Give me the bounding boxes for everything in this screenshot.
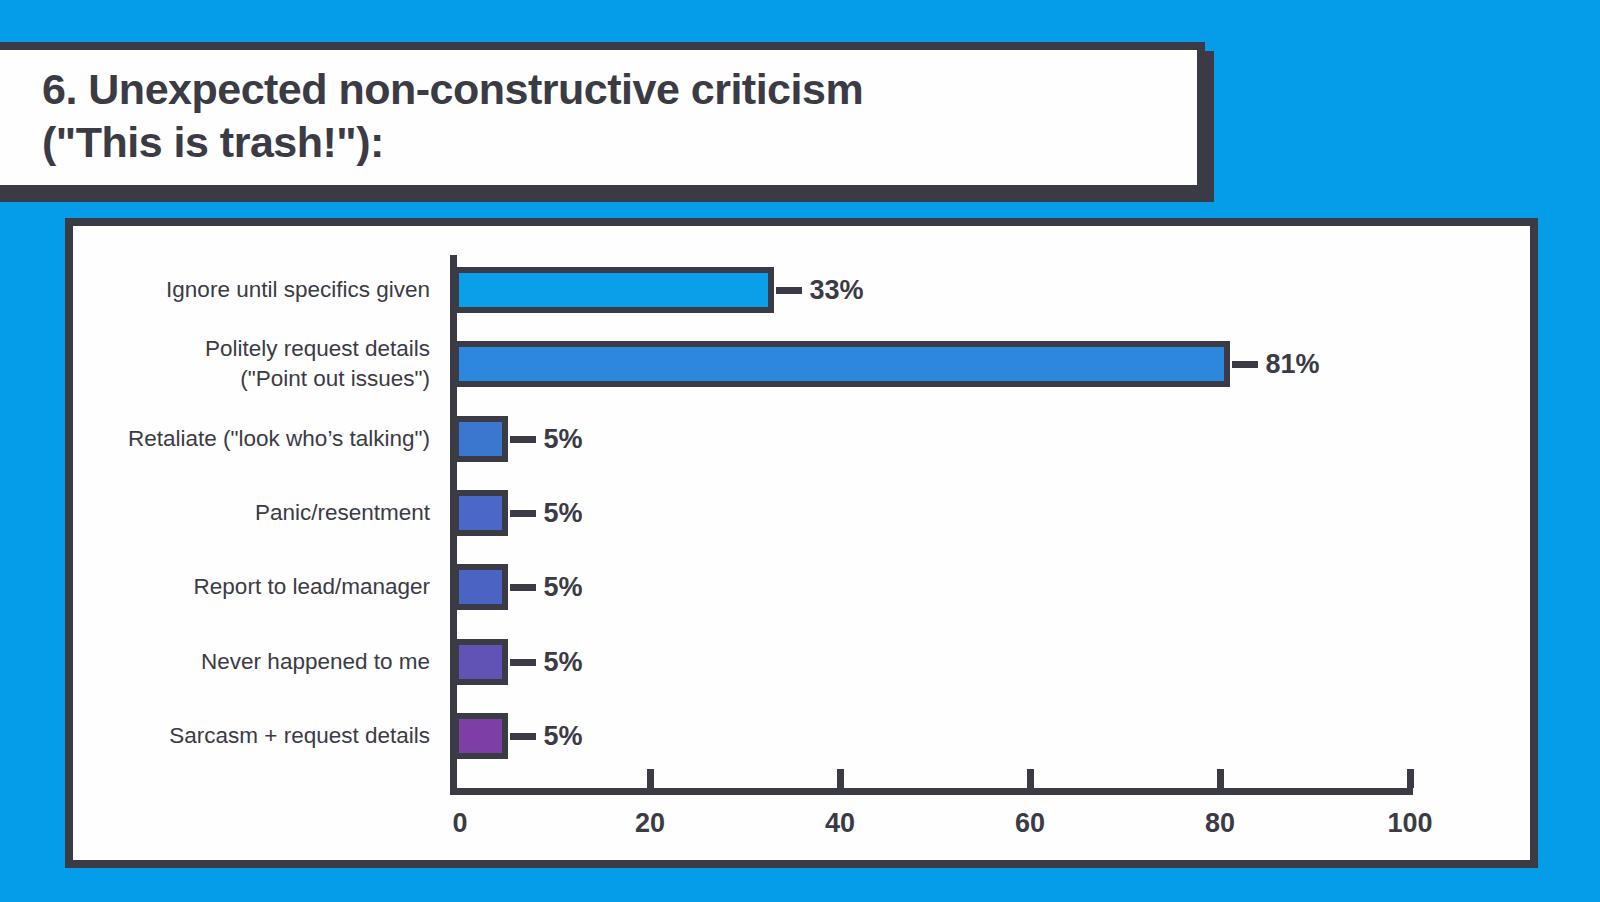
x-axis-tick-mark <box>1407 769 1414 788</box>
value-label: 5% <box>544 718 583 754</box>
value-label: 5% <box>544 495 583 531</box>
value-label: 33% <box>810 272 864 308</box>
bar-label: Politely request details ("Point out iss… <box>73 332 430 396</box>
bar-label: Never happened to me <box>73 630 430 694</box>
x-axis-tick-label: 80 <box>1175 808 1265 839</box>
x-axis-tick-mark <box>1027 769 1034 788</box>
value-label: 81% <box>1266 346 1320 382</box>
x-axis-tick-mark <box>837 769 844 788</box>
bar-label: Ignore until specifics given <box>73 258 430 322</box>
bar <box>453 341 1230 387</box>
bar <box>453 639 508 685</box>
value-connector-line <box>510 659 536 666</box>
bar <box>453 490 508 536</box>
bar-label: Panic/resentment <box>73 481 430 545</box>
x-axis-line <box>450 788 1413 795</box>
bar-label: Report to lead/manager <box>73 555 430 619</box>
x-axis-tick-mark <box>1217 769 1224 788</box>
x-axis-tick-mark <box>647 769 654 788</box>
x-axis-tick-label: 0 <box>415 808 505 839</box>
value-label: 5% <box>544 569 583 605</box>
x-axis-tick-label: 20 <box>605 808 695 839</box>
bar <box>453 713 508 759</box>
x-axis-tick-label: 40 <box>795 808 885 839</box>
bar-label: Retaliate ("look who’s talking") <box>73 407 430 471</box>
value-connector-line <box>510 733 536 740</box>
bar <box>453 267 774 313</box>
bar <box>453 564 508 610</box>
bar <box>453 416 508 462</box>
value-connector-line <box>510 584 536 591</box>
x-axis-tick-label: 60 <box>985 808 1075 839</box>
value-connector-line <box>510 510 536 517</box>
bar-chart: Ignore until specifics given 33% Politely … <box>73 226 1530 860</box>
value-label: 5% <box>544 421 583 457</box>
chart-title: 6. Unexpected non-constructive criticism… <box>42 63 1177 170</box>
title-card: 6. Unexpected non-constructive criticism… <box>0 42 1205 193</box>
value-connector-line <box>510 436 536 443</box>
chart-card: Ignore until specifics given 33% Politely … <box>65 218 1538 868</box>
x-axis-tick-label: 100 <box>1365 808 1455 839</box>
infographic-page: { "theme": { "background": "#059DEA", "i… <box>0 0 1600 902</box>
value-label: 5% <box>544 644 583 680</box>
value-connector-line <box>776 287 802 294</box>
value-connector-line <box>1232 361 1258 368</box>
bar-label: Sarcasm + request details <box>73 704 430 768</box>
